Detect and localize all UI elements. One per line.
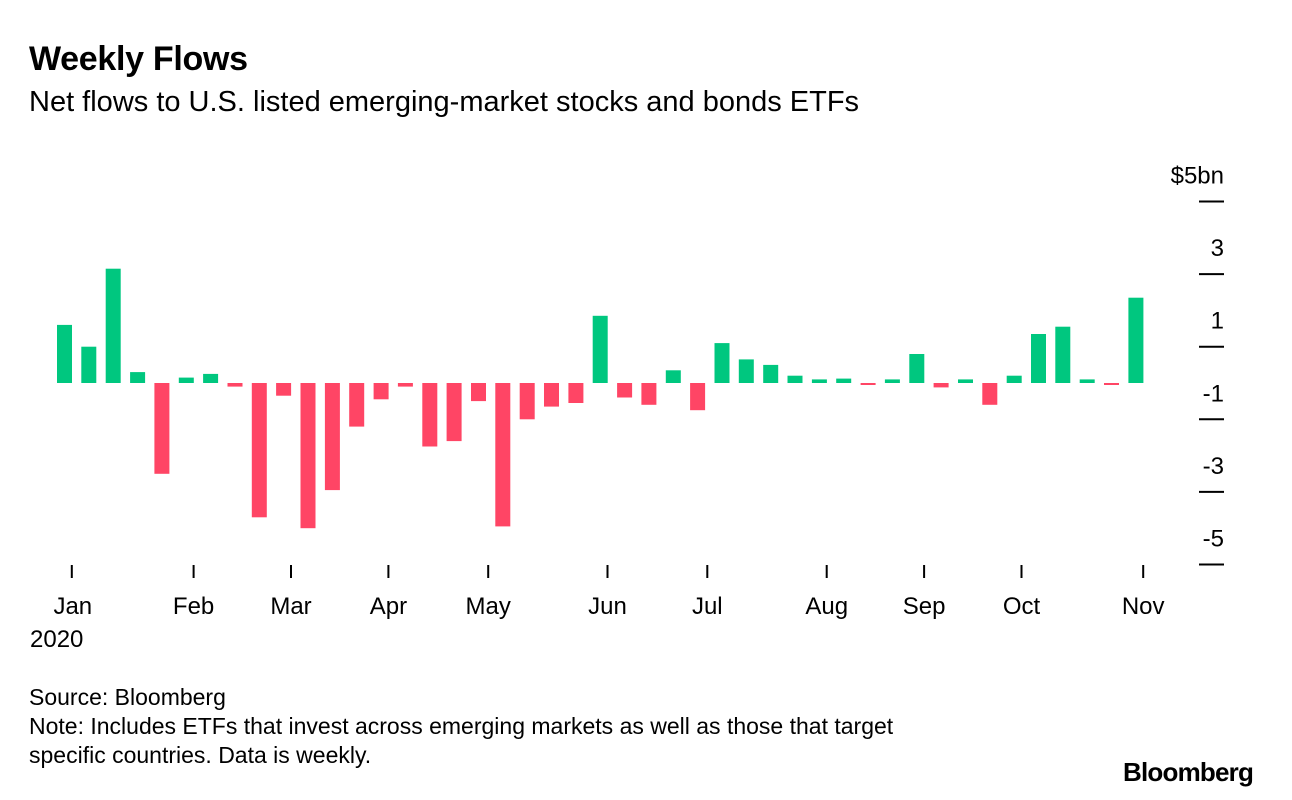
x-tick-label-aug: Aug xyxy=(805,593,848,620)
chart-title: Weekly Flows xyxy=(29,40,248,78)
bar-week-40 xyxy=(1006,375,1022,383)
y-tick-label: 3 xyxy=(1211,235,1224,262)
bar-week-41 xyxy=(1031,334,1046,383)
bar-week-16 xyxy=(422,383,438,447)
weekly-flows-chart: $5bn 3 1 -1 -3 -5 Jan 2020 Feb Mar Apr May Jun Jul Au… xyxy=(30,163,1224,653)
bar-week-26 xyxy=(665,370,681,383)
y-tick-label: $5bn xyxy=(1171,163,1224,190)
bar-week-19 xyxy=(495,383,511,527)
bar-week-22 xyxy=(568,383,584,403)
bar-week-1 xyxy=(57,324,72,383)
bar-week-11 xyxy=(300,383,316,529)
bar-week-17 xyxy=(446,383,462,442)
bar-week-3 xyxy=(105,268,121,383)
bar-week-42 xyxy=(1055,326,1071,383)
bar-week-7 xyxy=(203,373,219,383)
source-text: Source: Bloomberg xyxy=(29,684,226,710)
bar-week-2 xyxy=(81,346,97,383)
bar-week-9 xyxy=(251,383,267,518)
bar-week-13 xyxy=(349,383,365,427)
bar-week-23 xyxy=(592,315,608,383)
bar-week-5 xyxy=(154,383,170,474)
bar-week-12 xyxy=(324,383,340,491)
x-tick-label-jun: Jun xyxy=(588,593,627,620)
x-tick-label-mar: Mar xyxy=(270,593,311,620)
chart-subtitle: Net flows to U.S. listed emerging-market… xyxy=(29,86,860,118)
bar-week-29 xyxy=(738,359,754,383)
x-tick-label-nov: Nov xyxy=(1122,593,1165,620)
bar-week-6 xyxy=(178,377,194,383)
bar-week-15 xyxy=(397,383,413,387)
x-tick-label-jan: Jan xyxy=(53,593,92,620)
x-tick-sublabel-year: 2020 xyxy=(30,626,83,653)
y-tick-label: -5 xyxy=(1203,526,1224,553)
x-tick-label-jul: Jul xyxy=(692,593,723,620)
chart-footer: Source: Bloomberg Note: Includes ETFs th… xyxy=(29,683,893,770)
y-tick-label: -1 xyxy=(1203,380,1224,407)
bar-week-44 xyxy=(1104,383,1119,385)
bar-week-35 xyxy=(884,379,900,383)
bar-week-34 xyxy=(860,383,876,385)
bar-week-21 xyxy=(544,383,559,407)
bar-week-4 xyxy=(130,372,146,383)
note-text-line2: specific countries. Data is weekly. xyxy=(29,742,372,768)
x-tick-label-may: May xyxy=(466,593,511,620)
bar-week-10 xyxy=(276,383,292,396)
bar-week-32 xyxy=(811,379,827,383)
bar-week-36 xyxy=(909,354,925,383)
bar-week-38 xyxy=(958,379,973,383)
bar-week-33 xyxy=(836,378,852,383)
bar-week-20 xyxy=(519,383,535,420)
y-tick-label: 1 xyxy=(1211,308,1224,335)
bar-week-37 xyxy=(933,383,949,388)
bar-week-39 xyxy=(982,383,998,405)
bar-week-31 xyxy=(787,375,803,383)
x-tick-label-oct: Oct xyxy=(1003,593,1041,620)
x-tick-label-feb: Feb xyxy=(173,593,214,620)
bar-week-8 xyxy=(227,383,243,387)
bar-week-24 xyxy=(617,383,633,398)
bar-week-43 xyxy=(1079,379,1095,383)
bar-week-14 xyxy=(373,383,389,400)
x-tick-label-sep: Sep xyxy=(903,593,946,620)
bar-week-27 xyxy=(690,383,706,411)
bar-week-30 xyxy=(763,364,779,383)
y-tick-label: -3 xyxy=(1203,453,1224,480)
note-text-line1: Note: Includes ETFs that invest across e… xyxy=(29,713,894,739)
bar-week-45 xyxy=(1128,297,1144,383)
bar-week-18 xyxy=(471,383,486,402)
bar-week-25 xyxy=(641,383,657,405)
bar-week-28 xyxy=(714,343,730,383)
bloomberg-logo: Bloomberg xyxy=(1123,757,1254,787)
x-tick-label-apr: Apr xyxy=(370,593,407,620)
